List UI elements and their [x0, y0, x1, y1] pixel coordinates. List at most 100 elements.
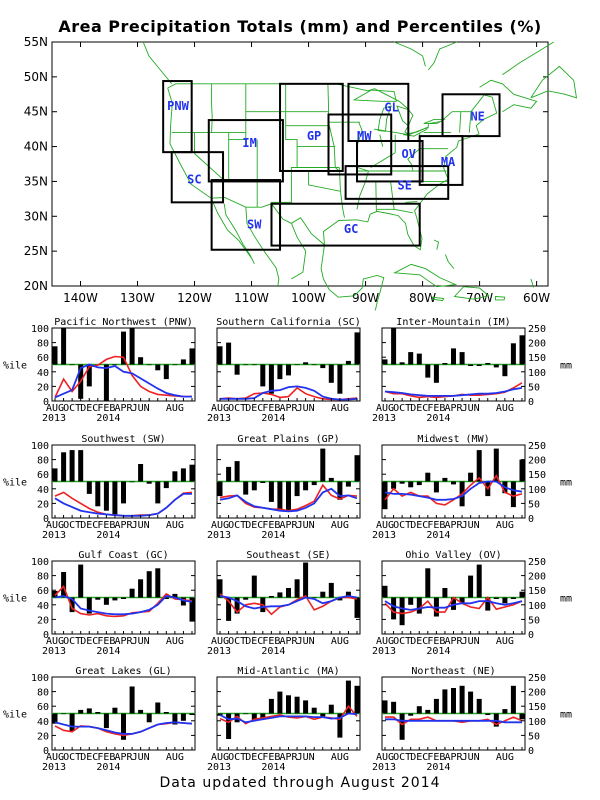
percentile-bar — [502, 364, 508, 377]
x-tick-label: OCT — [393, 403, 411, 414]
observed-total-line — [384, 474, 523, 506]
region-box-mw — [327, 113, 393, 176]
percentile-bar — [416, 353, 422, 365]
percentile-bar — [433, 364, 439, 383]
x-tick-label: DEC — [410, 403, 428, 414]
right-axis-unit: mm — [560, 710, 572, 721]
percentile-bar — [391, 328, 397, 365]
x-tick-label: AUG — [46, 403, 64, 414]
panel-title: Southeast (SE) — [246, 550, 330, 561]
state-border-line — [375, 181, 377, 212]
x-tick-label: JUN — [462, 403, 480, 414]
percentile-bar — [433, 481, 439, 493]
percentile-bar — [328, 704, 334, 714]
right-axis-tick-label: 50 — [528, 499, 540, 510]
lat-tick-label: 30N — [24, 209, 48, 223]
panel-title: Southwest (SW) — [81, 434, 165, 445]
x-tick-label: AUG — [376, 403, 394, 414]
percentile-bar — [519, 713, 525, 720]
state-border-line — [405, 201, 418, 203]
percentile-bar — [493, 364, 499, 368]
percentile-bar — [320, 448, 326, 482]
x-tick-label: AUG — [166, 752, 184, 763]
left-axis-tick-label: 100 — [31, 324, 49, 335]
percentile-bar — [112, 597, 118, 601]
percentile-bar — [451, 688, 456, 714]
region-box-ov — [356, 139, 424, 183]
percentile-bar — [468, 691, 474, 714]
percentile-bar — [468, 472, 474, 482]
percentile-bar — [510, 481, 516, 508]
percentile-bar — [485, 363, 491, 365]
region-box-gp — [279, 82, 344, 172]
percentile-bar — [493, 448, 499, 482]
percentile-bar — [442, 363, 448, 365]
region-label-sc: SC — [187, 172, 201, 186]
percentile-bar — [459, 597, 465, 603]
left-axis-tick-label: 20 — [37, 382, 49, 393]
lon-tick-label: 110W — [234, 291, 269, 305]
percentile-bar — [303, 700, 309, 714]
percentile-bar — [155, 364, 161, 371]
percentile-bar — [519, 459, 525, 482]
right-axis-tick-label: 250 — [528, 673, 546, 684]
percentile-bar — [425, 709, 431, 714]
percentile-bar — [485, 597, 491, 611]
percentile-bar — [493, 597, 499, 599]
percentile-bar — [519, 591, 525, 598]
percentile-bar — [61, 452, 67, 482]
right-axis-tick-label: 50 — [528, 731, 540, 742]
panel-title: Ohio Valley (OV) — [405, 550, 501, 561]
x-tick-label: OCT — [228, 403, 246, 414]
x-year-label: 2014 — [261, 530, 285, 541]
percentile-bar — [52, 346, 58, 365]
panel-title: Mid-Atlantic (MA) — [237, 666, 339, 677]
x-tick-label: AUG — [331, 403, 349, 414]
percentile-bar — [399, 362, 405, 365]
percentile-bar — [311, 364, 317, 366]
percentile-bar — [86, 364, 92, 387]
percentile-bar — [155, 481, 161, 504]
x-tick-label: APR — [114, 403, 133, 414]
lat-tick-label: 50N — [24, 70, 48, 84]
normal-total-line — [385, 718, 522, 724]
x-year-label: 2014 — [96, 762, 120, 773]
percentile-bar — [103, 364, 109, 401]
x-tick-label: FEB — [97, 520, 115, 531]
left-axis-tick-label: 0 — [43, 746, 49, 757]
right-axis-tick-label: 200 — [528, 572, 546, 583]
percentile-bar — [468, 575, 474, 598]
left-axis-tick-label: 20 — [37, 615, 49, 626]
x-tick-label: APR — [444, 636, 463, 647]
x-tick-label: DEC — [410, 752, 428, 763]
percentile-bar — [121, 331, 126, 365]
x-tick-label: AUG — [166, 403, 184, 414]
right-axis-tick-label: 100 — [528, 368, 546, 379]
percentile-bar — [52, 468, 58, 482]
percentile-bar — [459, 685, 465, 714]
x-tick-label: JUN — [297, 752, 315, 763]
footer-note: Data updated through August 2014 — [159, 775, 441, 791]
x-tick-label: DEC — [245, 403, 263, 414]
normal-total-line — [220, 385, 358, 401]
left-axis-tick-label: 100 — [31, 673, 49, 684]
x-tick-label: JUN — [297, 403, 315, 414]
left-axis-tick-label: 60 — [37, 353, 49, 364]
x-tick-label: JUN — [297, 520, 315, 531]
region-label-gc: GC — [344, 222, 358, 236]
percentile-bar — [425, 568, 431, 598]
percentile-bar — [485, 713, 491, 715]
percentile-bar — [337, 481, 343, 500]
percentile-bar — [476, 564, 482, 598]
lat-tick-label: 25N — [24, 244, 48, 258]
x-tick-label: FEB — [262, 520, 280, 531]
percentile-bar — [95, 597, 101, 600]
x-tick-label: APR — [114, 520, 133, 531]
percentile-bar — [337, 364, 343, 394]
right-axis-unit: mm — [560, 594, 572, 605]
region-label-ma: MA — [441, 155, 456, 169]
percentile-bar — [320, 364, 326, 369]
x-tick-label: DEC — [410, 636, 428, 647]
region-label-mw: MW — [357, 129, 372, 143]
